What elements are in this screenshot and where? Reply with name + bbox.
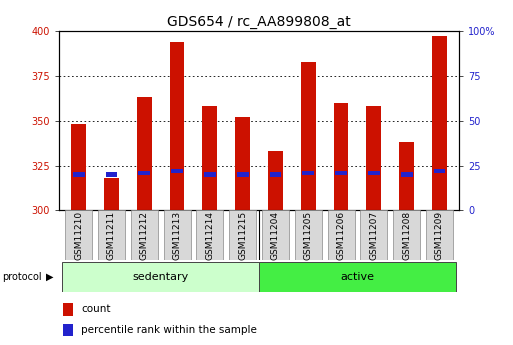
Text: ▶: ▶ xyxy=(46,272,54,282)
Text: GSM11212: GSM11212 xyxy=(140,211,149,260)
Bar xyxy=(432,37,447,210)
Bar xyxy=(98,210,125,260)
Bar xyxy=(164,210,190,260)
Bar xyxy=(368,170,380,175)
Bar xyxy=(235,117,250,210)
Bar xyxy=(366,106,381,210)
Text: GSM11204: GSM11204 xyxy=(271,211,280,260)
Bar xyxy=(335,170,347,175)
Bar xyxy=(196,210,223,260)
Text: GSM11214: GSM11214 xyxy=(205,211,214,260)
Bar xyxy=(401,172,412,177)
Bar xyxy=(63,303,73,316)
Bar xyxy=(171,169,183,173)
Bar xyxy=(302,170,314,175)
Bar xyxy=(328,210,354,260)
Bar xyxy=(333,103,348,210)
Text: GSM11213: GSM11213 xyxy=(172,211,182,260)
Text: GSM11209: GSM11209 xyxy=(435,211,444,260)
Bar xyxy=(65,210,92,260)
Text: GSM11207: GSM11207 xyxy=(369,211,379,260)
Bar xyxy=(295,210,322,260)
Text: GSM11210: GSM11210 xyxy=(74,211,83,260)
Bar xyxy=(131,210,157,260)
Text: GSM11208: GSM11208 xyxy=(402,211,411,260)
Text: GSM11206: GSM11206 xyxy=(337,211,346,260)
Bar xyxy=(139,170,150,175)
Title: GDS654 / rc_AA899808_at: GDS654 / rc_AA899808_at xyxy=(167,14,351,29)
Text: protocol: protocol xyxy=(3,272,42,282)
Text: active: active xyxy=(341,272,374,282)
Bar xyxy=(104,178,119,210)
Bar xyxy=(62,262,259,292)
Bar xyxy=(399,142,414,210)
Bar xyxy=(106,172,117,177)
Text: count: count xyxy=(81,304,110,314)
Bar xyxy=(361,210,387,260)
Text: sedentary: sedentary xyxy=(132,272,189,282)
Bar xyxy=(137,97,152,210)
Text: GSM11205: GSM11205 xyxy=(304,211,313,260)
Bar xyxy=(301,61,315,210)
Bar xyxy=(229,210,256,260)
Bar xyxy=(237,172,249,177)
Bar xyxy=(73,172,85,177)
Bar xyxy=(170,42,185,210)
Text: GSM11215: GSM11215 xyxy=(238,211,247,260)
Bar xyxy=(71,124,86,210)
Bar xyxy=(433,169,445,173)
Bar xyxy=(269,172,281,177)
Text: percentile rank within the sample: percentile rank within the sample xyxy=(81,325,257,335)
Bar xyxy=(393,210,420,260)
Bar xyxy=(426,210,453,260)
Text: GSM11211: GSM11211 xyxy=(107,211,116,260)
Bar xyxy=(203,106,217,210)
Bar xyxy=(262,210,289,260)
Bar xyxy=(268,151,283,210)
Bar xyxy=(63,324,73,336)
Bar xyxy=(259,262,456,292)
Bar xyxy=(204,172,216,177)
